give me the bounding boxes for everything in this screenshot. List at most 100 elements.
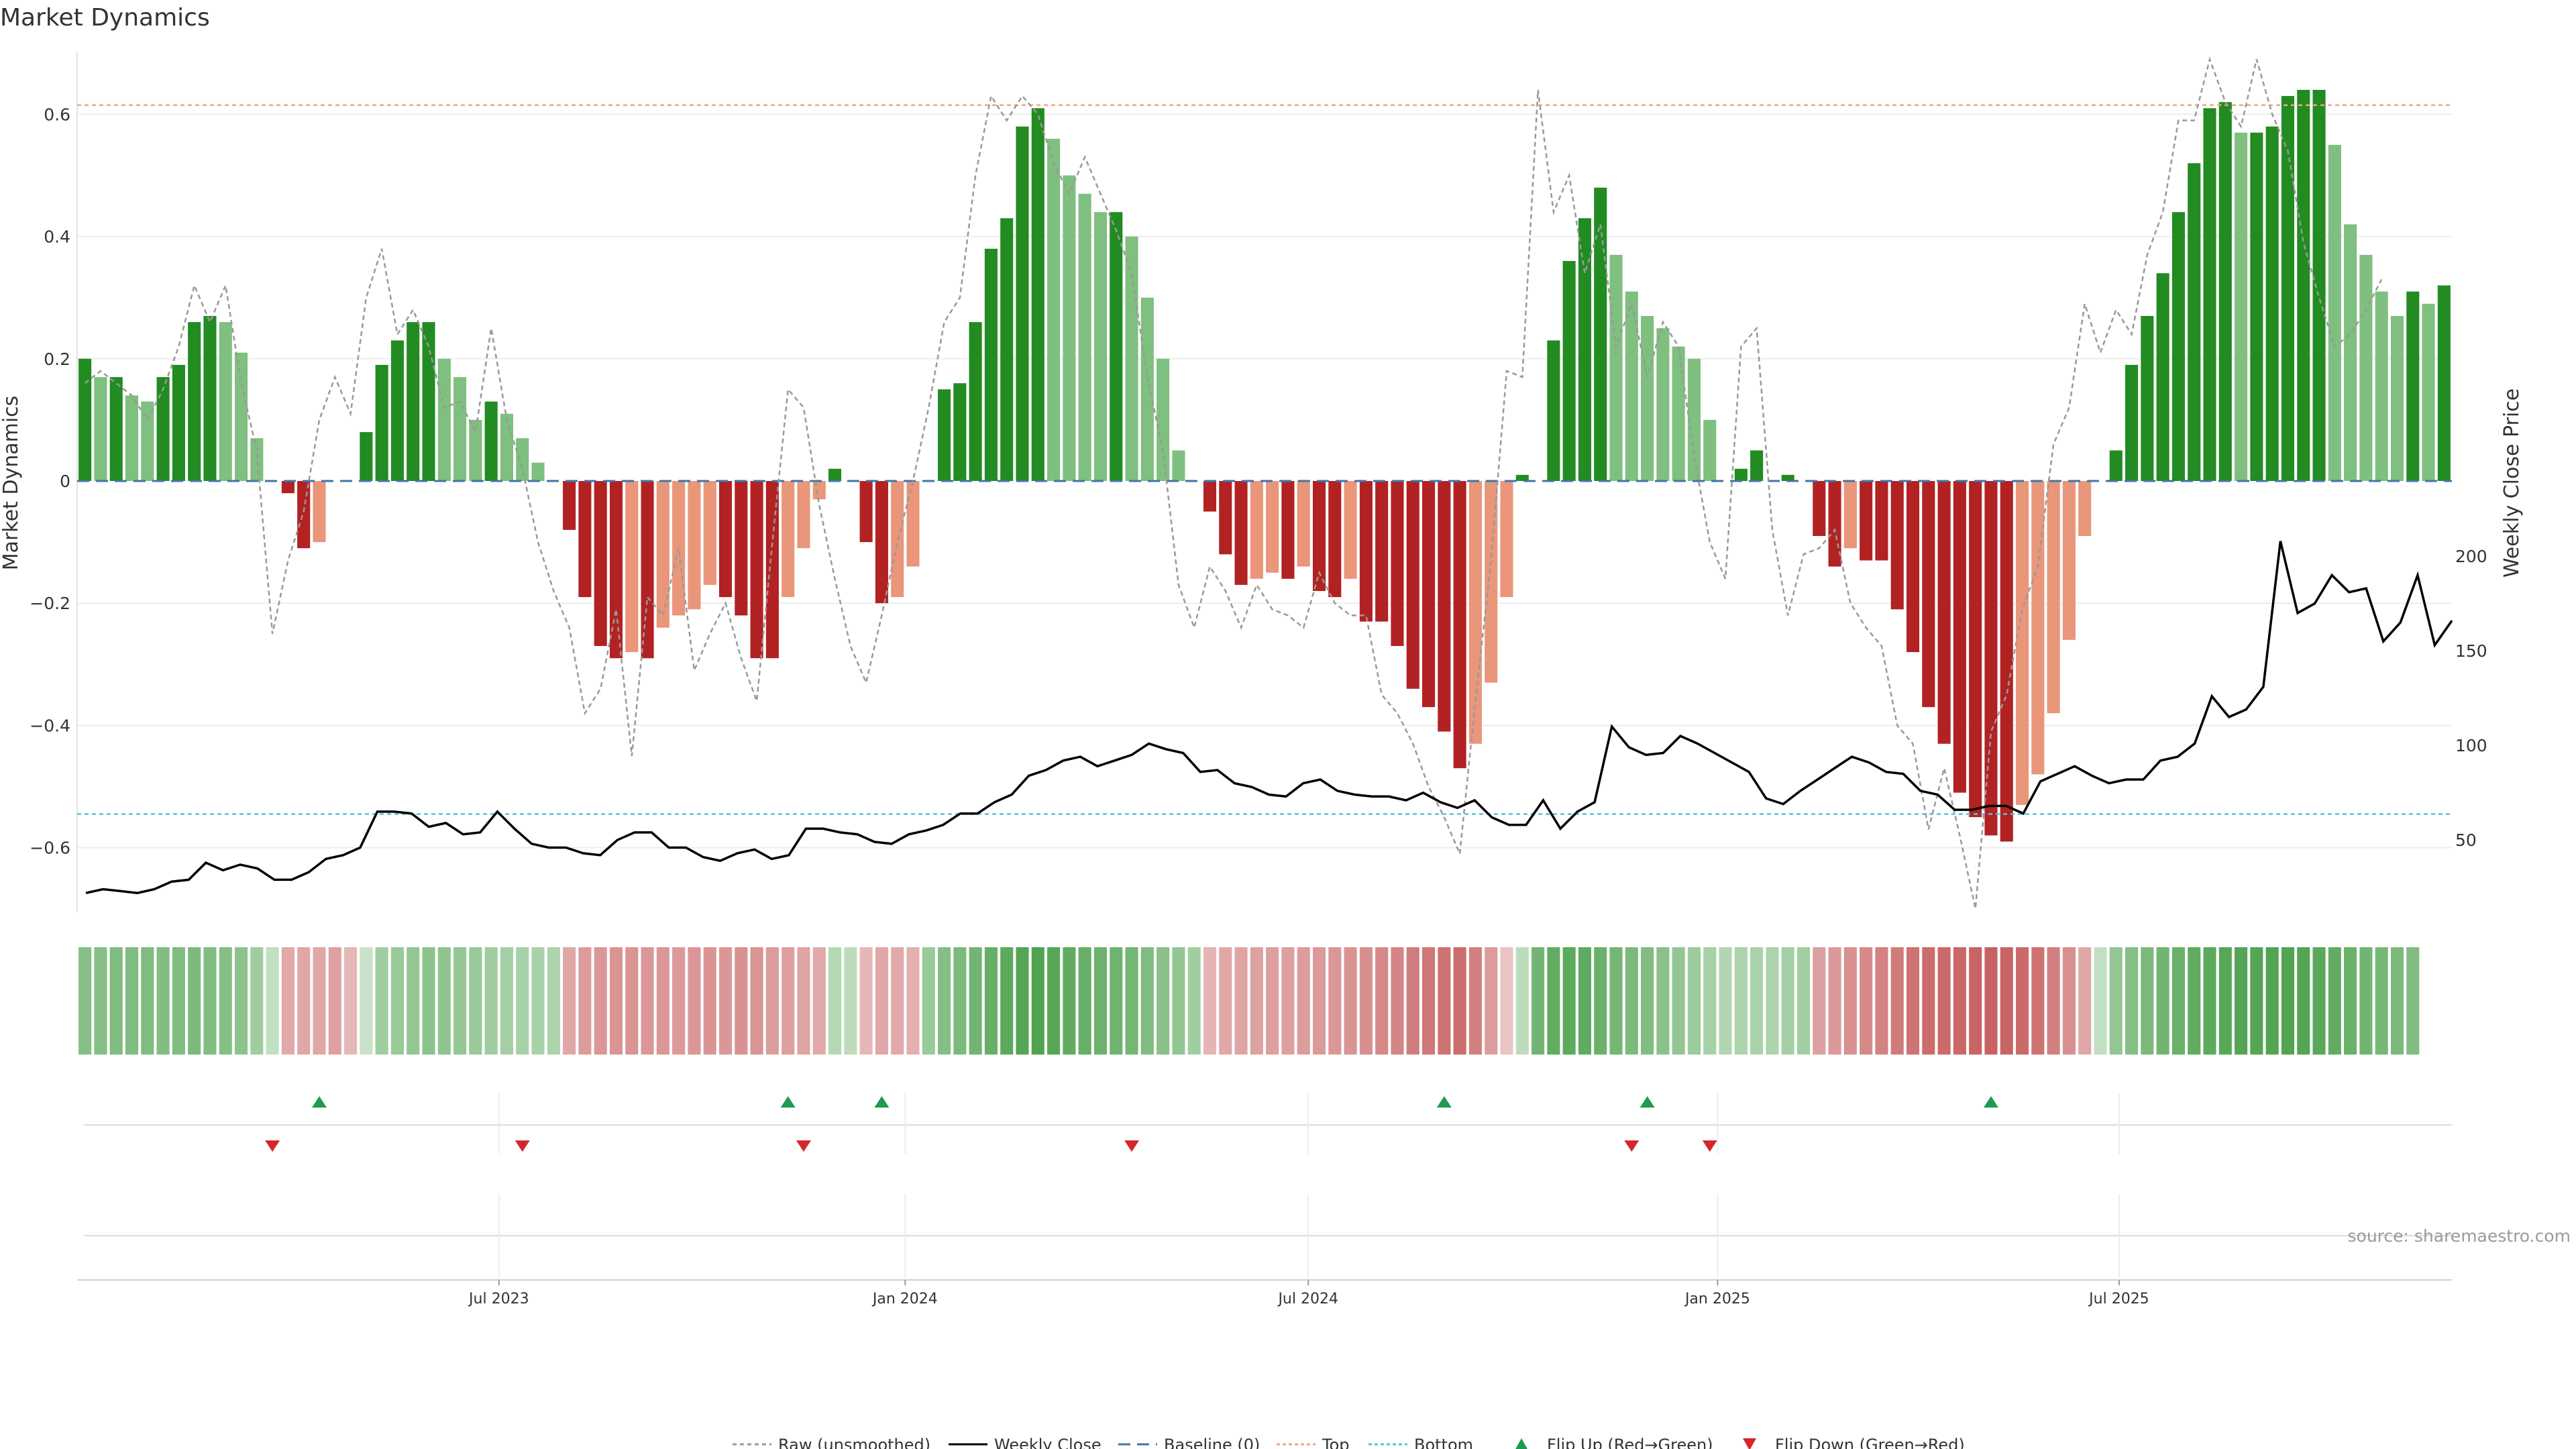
regime-band-cell <box>797 947 810 1055</box>
regime-band-cell <box>1125 947 1138 1055</box>
regime-band-cell <box>1984 947 1998 1055</box>
momentum-bar <box>1672 346 1685 481</box>
momentum-bar <box>2015 481 2029 805</box>
regime-band-cell <box>1890 947 1904 1055</box>
momentum-bar <box>203 316 217 481</box>
momentum-bar <box>2235 132 2248 482</box>
regime-band-cell <box>2297 947 2310 1055</box>
flip-panel-gridlines <box>84 1093 2452 1278</box>
regime-band-cell <box>1969 947 1982 1055</box>
momentum-bar <box>797 481 810 549</box>
momentum-bar <box>2141 316 2154 481</box>
regime-band-cell <box>156 947 170 1055</box>
regime-band-cell <box>718 947 733 1055</box>
x-tick-label: Jul 2025 <box>2088 1291 2149 1307</box>
momentum-bar <box>2031 481 2045 775</box>
momentum-bar <box>2047 481 2060 714</box>
momentum-bar <box>2203 108 2216 482</box>
momentum-bar <box>1140 297 1154 481</box>
momentum-bar <box>1875 481 1888 561</box>
y-tick-label: −0.2 <box>30 594 70 613</box>
momentum-bar <box>1515 474 1529 481</box>
momentum-bar <box>1703 419 1717 481</box>
regime-band-cell <box>1312 947 1326 1055</box>
momentum-bar <box>1391 481 1404 646</box>
momentum-bar <box>188 322 201 481</box>
regime-band-cell <box>1391 947 1404 1055</box>
regime-band-cell <box>2281 947 2295 1055</box>
regime-band-cell <box>1687 947 1701 1055</box>
momentum-bar <box>2218 102 2232 481</box>
regime-band-cell <box>1860 947 1873 1055</box>
regime-band-cell <box>516 947 529 1055</box>
momentum-bar <box>1328 481 1342 598</box>
regime-band-cell <box>313 947 326 1055</box>
regime-band-cell <box>500 947 514 1055</box>
momentum-bar <box>2188 163 2201 481</box>
regime-band-cell <box>688 947 701 1055</box>
momentum-bar <box>2000 481 2013 842</box>
regime-band-cell <box>1594 947 1607 1055</box>
momentum-bar <box>1562 261 1576 481</box>
momentum-bar <box>1906 481 1920 653</box>
y-tick-label: 0.2 <box>44 350 70 369</box>
momentum-bar <box>1110 212 1123 481</box>
regime-band-cell <box>2094 947 2107 1055</box>
regime-band-cell <box>1922 947 1935 1055</box>
regime-band-cell <box>1281 947 1295 1055</box>
momentum-bar <box>2297 89 2310 481</box>
regime-band-cell <box>1719 947 1732 1055</box>
momentum-bar <box>1547 340 1560 481</box>
regime-band-cell <box>125 947 139 1055</box>
regime-band-cell <box>1906 947 1920 1055</box>
y-axis-ticks: 0.6 0.4 0.2 0 −0.2 −0.4 −0.6 <box>30 105 70 857</box>
momentum-bar <box>750 481 763 659</box>
momentum-bar <box>1734 468 1748 481</box>
momentum-bar <box>2344 224 2357 481</box>
regime-band-cell <box>812 947 826 1055</box>
momentum-bar <box>953 383 967 481</box>
momentum-bar <box>234 352 248 481</box>
regime-band-cell <box>1813 947 1826 1055</box>
momentum-bar <box>1984 481 1998 836</box>
regime-band-cell <box>703 947 716 1055</box>
regime-band-cell <box>1266 947 1279 1055</box>
regime-band-cell <box>2375 947 2388 1055</box>
regime-band-cell <box>344 947 358 1055</box>
momentum-bar <box>1219 481 1232 555</box>
regime-band-cell <box>2203 947 2216 1055</box>
momentum-bar <box>375 364 388 481</box>
regime-band-cell <box>1421 947 1436 1055</box>
regime-band-cell <box>172 947 185 1055</box>
regime-band-cell <box>2062 947 2076 1055</box>
momentum-bar <box>516 438 529 481</box>
regime-band-cell <box>1609 947 1623 1055</box>
regime-band-cell <box>1031 947 1044 1055</box>
momentum-bar <box>281 481 294 494</box>
momentum-bar <box>1468 481 1482 744</box>
momentum-bar <box>578 481 592 598</box>
chart-title: Market Dynamics <box>0 4 210 32</box>
momentum-bar <box>703 481 716 585</box>
y-tick-label: 0.4 <box>44 227 70 247</box>
regime-band-cell <box>969 947 982 1055</box>
regime-band-cell <box>1219 947 1232 1055</box>
regime-band-cell <box>1656 947 1670 1055</box>
regime-band-cell <box>2344 947 2357 1055</box>
regime-band-cell <box>844 947 857 1055</box>
momentum-bar <box>78 358 92 481</box>
momentum-bar <box>1641 316 1654 481</box>
regime-band-cell <box>2250 947 2263 1055</box>
momentum-bar <box>782 481 795 598</box>
regime-band-cell <box>641 947 654 1055</box>
legend-label: Weekly Close <box>994 1436 1102 1449</box>
regime-band-cell <box>953 947 967 1055</box>
regime-band-cell <box>297 947 311 1055</box>
legend-swatch-flip-down <box>1743 1438 1756 1449</box>
regime-band-cell <box>1000 947 1014 1055</box>
momentum-bar <box>156 377 170 481</box>
momentum-bar <box>1297 481 1310 567</box>
regime-band-cell <box>672 947 686 1055</box>
regime-band-cell <box>407 947 420 1055</box>
regime-band-cell <box>2141 947 2154 1055</box>
